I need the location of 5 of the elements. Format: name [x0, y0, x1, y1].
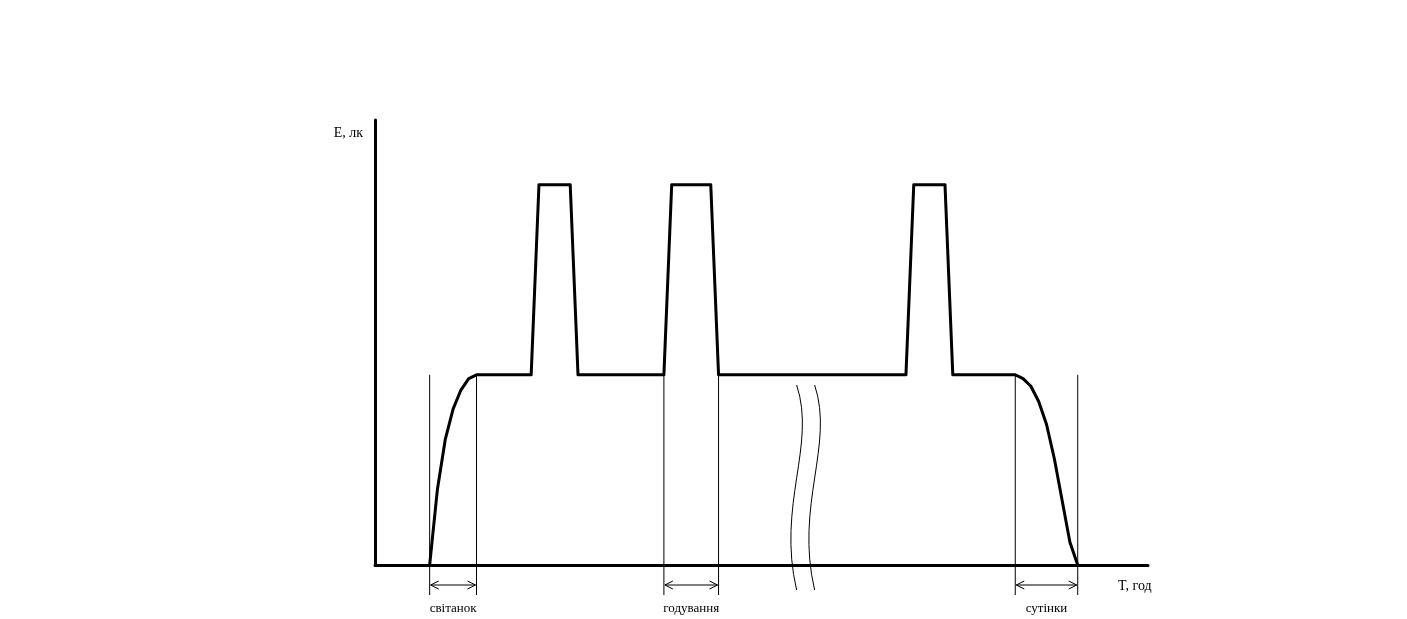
- text: світанок: [429, 599, 478, 615]
- x-axis-title: T, год: [1118, 577, 1152, 593]
- text: годування: [663, 599, 720, 615]
- text: сутінки: [1025, 599, 1068, 615]
- y-axis-title: E, лк: [333, 124, 364, 140]
